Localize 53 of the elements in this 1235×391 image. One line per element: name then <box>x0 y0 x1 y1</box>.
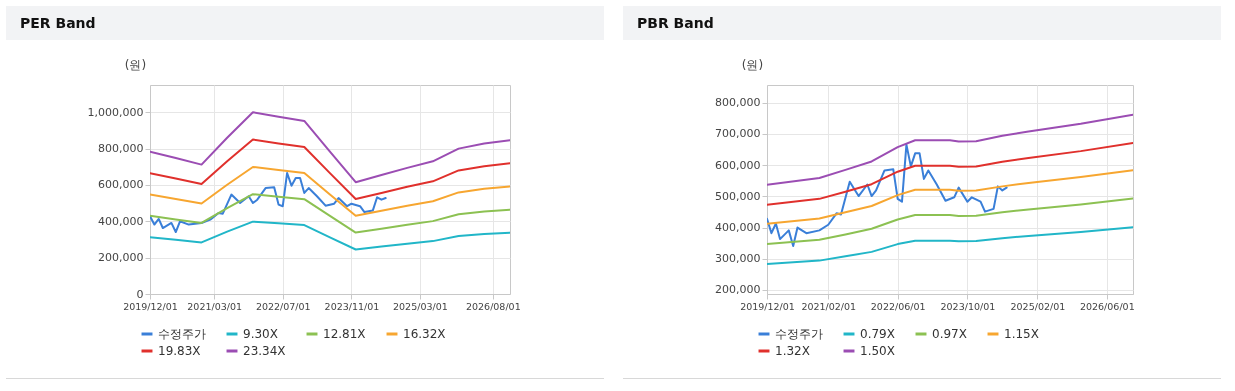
line-series <box>767 226 1133 266</box>
y-tick-label: 400,000 <box>98 214 144 228</box>
legend-label: 1.32X <box>775 344 810 358</box>
chart-title: PER Band <box>20 15 96 31</box>
legend-label: 수정주가 <box>158 327 206 341</box>
x-tick-label: 2025/03/01 <box>393 300 448 312</box>
line-series <box>150 171 387 234</box>
legend-label: 수정주가 <box>775 327 823 341</box>
line-series <box>767 197 1133 246</box>
line-series <box>767 143 1008 247</box>
y-tick-label: 500,000 <box>715 189 761 203</box>
x-tick-label: 2023/11/01 <box>324 300 380 312</box>
y-tick-label: 600,000 <box>98 178 144 192</box>
legend-label: 0.79X <box>860 327 895 341</box>
x-tick-label: 2019/12/01 <box>123 300 178 312</box>
line-series <box>150 138 510 200</box>
line-series <box>150 220 510 251</box>
x-tick-label: 2026/06/01 <box>1079 300 1135 312</box>
y-tick-label: 800,000 <box>98 142 144 156</box>
chart-title: PBR Band <box>637 15 714 31</box>
x-tick-label: 2022/06/01 <box>870 300 926 312</box>
line-series <box>150 165 510 217</box>
y-tick-label: 700,000 <box>715 127 761 141</box>
legend-label: 12.81X <box>323 327 366 341</box>
line-series <box>150 111 510 184</box>
legend-label: 16.32X <box>403 327 446 341</box>
y-tick-label: 400,000 <box>715 221 761 235</box>
y-tick-label: 200,000 <box>715 283 761 297</box>
legend-label: 9.30X <box>243 327 278 341</box>
y-tick-label: 0 <box>136 287 144 301</box>
x-tick-label: 2021/02/01 <box>801 300 857 312</box>
y-tick-label: 800,000 <box>715 96 761 110</box>
x-tick-label: 2026/08/01 <box>465 300 521 312</box>
legend-label: 0.97X <box>932 327 967 341</box>
x-tick-label: 2019/12/01 <box>740 300 795 312</box>
line-series <box>150 193 510 234</box>
legend-label: 19.83X <box>158 344 201 358</box>
x-tick-label: 2023/10/01 <box>940 300 996 312</box>
line-series <box>767 142 1133 206</box>
line-series <box>767 113 1133 186</box>
y-tick-label: 600,000 <box>715 158 761 172</box>
x-tick-label: 2025/02/01 <box>1010 300 1066 312</box>
legend-label: 1.15X <box>1004 327 1039 341</box>
x-tick-label: 2022/07/01 <box>255 300 311 312</box>
y-axis-title: (원) <box>741 57 764 72</box>
legend-label: 23.34X <box>243 344 286 358</box>
y-tick-label: 300,000 <box>715 252 761 266</box>
line-series <box>767 169 1133 225</box>
y-tick-label: 200,000 <box>98 251 144 265</box>
y-axis-title: (원) <box>124 57 147 72</box>
x-tick-label: 2021/03/01 <box>187 300 243 312</box>
legend-label: 1.50X <box>860 344 895 358</box>
y-tick-label: 1,000,000 <box>87 105 144 119</box>
